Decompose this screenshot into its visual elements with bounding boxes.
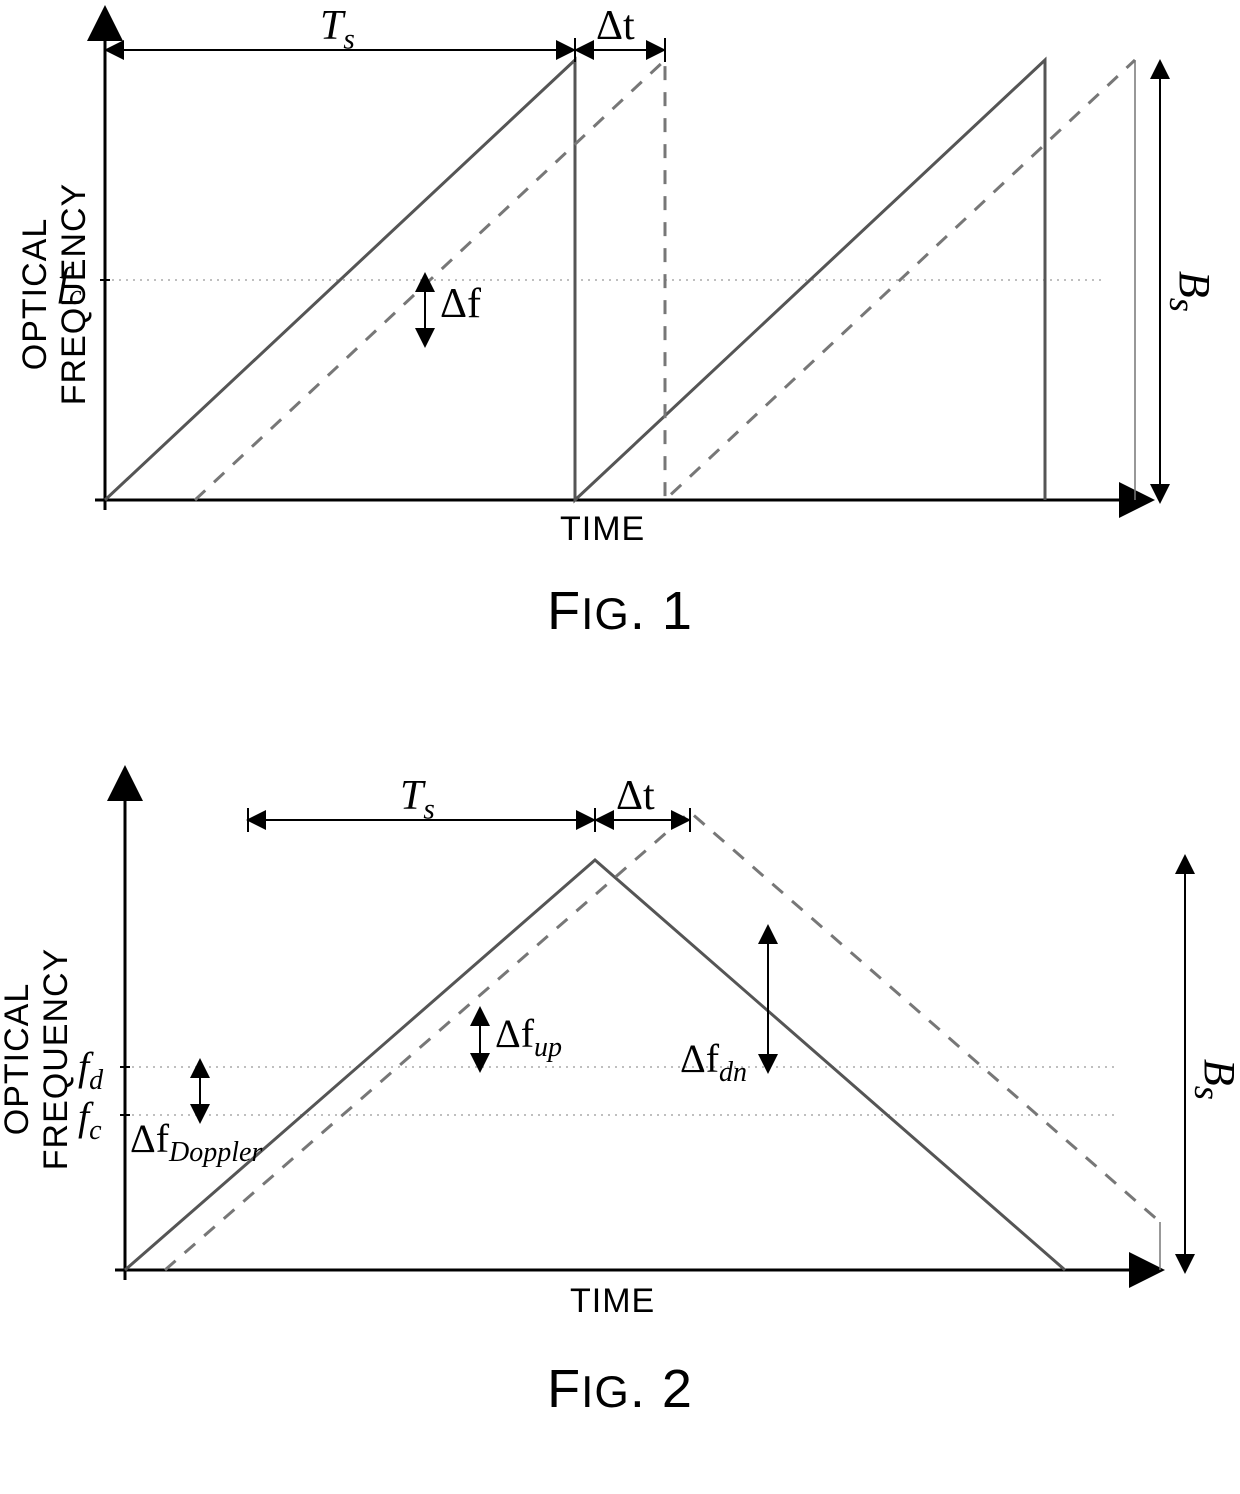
fig1-caption: FIG. 1 <box>0 580 1240 642</box>
fig2-tx-signal <box>125 860 1065 1270</box>
fig1-df-label: Δf <box>440 280 481 328</box>
fig2-y-label: OPTICAL FREQUENCY <box>0 899 76 1219</box>
fig2-dfdn-label: Δfdn <box>680 1035 747 1089</box>
fig2-Ts-label: Ts <box>400 772 435 826</box>
fig2-fc-label: fc <box>78 1093 102 1147</box>
fig2-dfup-label: Δfup <box>495 1010 562 1064</box>
fig1-Bs-label: Bs <box>1161 271 1220 312</box>
fig1-dt-label: Δt <box>596 2 635 50</box>
fig2-dfdop-label: ΔfDoppler <box>130 1115 262 1169</box>
fig1-Ts-label: Ts <box>320 2 355 56</box>
fig2-caption: FIG. 2 <box>0 1358 1240 1420</box>
fig1-x-label: TIME <box>560 510 645 549</box>
fig2-x-label: TIME <box>570 1282 655 1321</box>
figure-1: OPTICAL FREQUENCY fc Ts Δt Δf Bs TIME FI… <box>0 0 1240 700</box>
fig1-y-label: OPTICAL FREQUENCY <box>16 134 94 454</box>
fig2-rx-signal <box>165 812 1160 1270</box>
fig2-dt-label: Δt <box>616 772 655 820</box>
figure-2: OPTICAL FREQUENCY fc fd Ts Δt Δfup Δfdn … <box>0 760 1240 1490</box>
fig2-Bs-label: Bs <box>1186 1059 1240 1100</box>
fig1-fc-label: fc <box>58 258 82 312</box>
fig2-fd-label: fd <box>78 1043 103 1097</box>
